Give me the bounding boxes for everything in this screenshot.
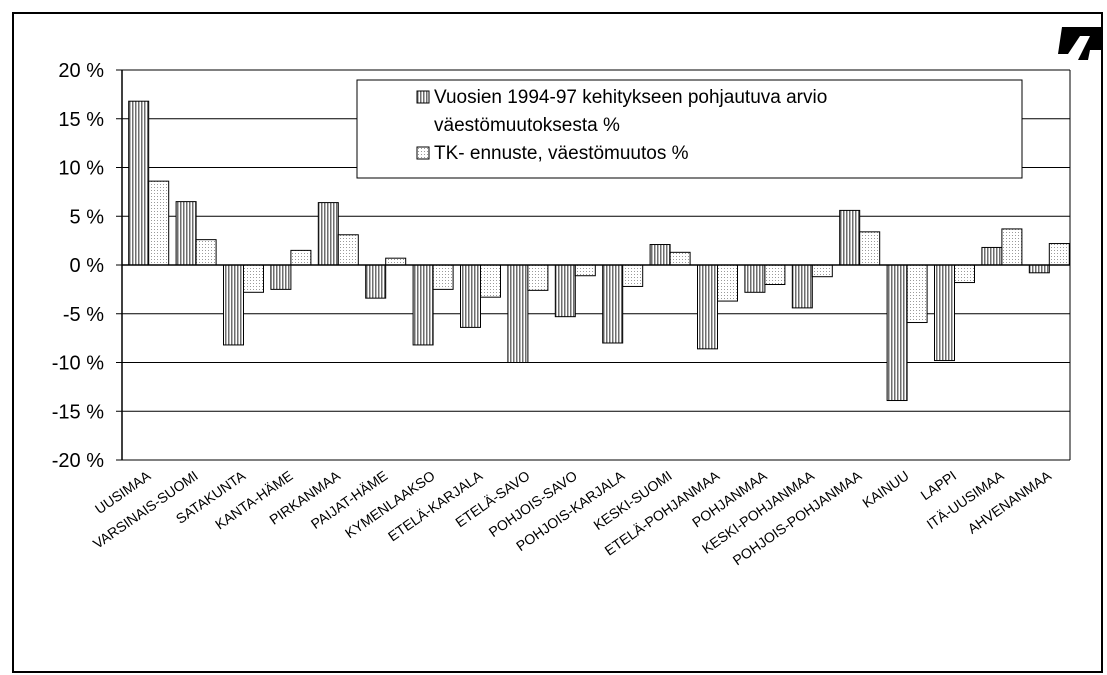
bar-series-1-19 <box>1028 264 1050 274</box>
y-tick-label: 0 % <box>70 255 105 277</box>
bar-series-2-18 <box>1001 228 1023 266</box>
axes <box>116 69 1071 461</box>
y-tick-label: -5 % <box>63 304 104 326</box>
bar-series-2-6 <box>432 264 454 290</box>
x-tick-label: KAINUU <box>859 467 912 510</box>
y-tick-labels: 20 % 15 % 10 % 5 % 0 % -5 % -10 % -15 % -20 % <box>52 60 104 472</box>
bar-series-1-15 <box>839 209 861 266</box>
bar-series-2-4 <box>337 234 359 266</box>
bar-series-2-16 <box>906 264 928 324</box>
logo-icon <box>1058 27 1103 60</box>
bar-series-2-15 <box>859 231 881 266</box>
bar-series-1-18 <box>981 246 1003 266</box>
legend-swatch-series-2 <box>416 146 430 160</box>
bar-series-2-17 <box>954 264 975 284</box>
y-tick-label: 5 % <box>70 206 105 228</box>
y-tick-label: -20 % <box>52 450 104 472</box>
bar-series-1-9 <box>554 264 576 318</box>
y-tick-label: -10 % <box>52 353 104 375</box>
y-tick-label: -15 % <box>52 401 104 423</box>
y-tick-label: 15 % <box>58 109 104 131</box>
bar-series-2-14 <box>811 264 833 278</box>
bar-series-1-7 <box>460 264 481 328</box>
bar-series-1-5 <box>365 264 387 299</box>
legend-label-series-2: TK- ennuste, väestömuutos % <box>434 143 689 164</box>
bar-series-2-7 <box>480 264 501 298</box>
bar-series-1-10 <box>602 264 624 344</box>
bar-series-1-6 <box>412 264 434 346</box>
y-tick-label: 10 % <box>58 158 104 180</box>
chart-frame <box>12 12 1103 673</box>
bar-series-2-9 <box>574 264 596 277</box>
legend-box <box>356 79 1023 179</box>
bar-series-1-13 <box>744 264 766 293</box>
bar-series-2-2 <box>243 264 264 293</box>
bar-series-2-10 <box>622 264 644 287</box>
legend-label-series-1-line-1: Vuosien 1994-97 kehitykseen pohjautuva a… <box>434 87 827 108</box>
legend-swatch-series-1 <box>416 90 430 104</box>
bar-series-2-1 <box>195 239 217 266</box>
x-tick-labels: UUSIMAAVARSINAIS-SUOMISATAKUNTAKANTA-HÄM… <box>90 467 1055 568</box>
bar-series-1-8 <box>507 264 529 363</box>
bar-series-2-11 <box>669 251 691 266</box>
bar-series-1-12 <box>697 264 718 350</box>
bar-series-2-5 <box>385 257 407 266</box>
bar-series-1-0 <box>128 100 150 266</box>
bar-series-1-14 <box>791 264 813 309</box>
bar-series-2-19 <box>1048 243 1070 266</box>
bars <box>128 100 1070 402</box>
bar-series-1-4 <box>317 202 339 266</box>
legend: Vuosien 1994-97 kehitykseen pohjautuva a… <box>356 79 1023 179</box>
bar-series-2-0 <box>148 180 170 266</box>
bar-series-1-16 <box>886 264 908 402</box>
x-tick-label: AHVENANMAA <box>965 467 1055 537</box>
bar-series-1-3 <box>270 264 292 290</box>
bar-series-1-17 <box>934 264 955 362</box>
bar-series-1-2 <box>223 264 244 346</box>
bar-series-2-8 <box>527 264 549 291</box>
bar-series-1-1 <box>175 201 197 266</box>
bar-series-2-12 <box>717 264 738 302</box>
y-tick-label: 20 % <box>58 60 104 82</box>
bar-series-2-13 <box>764 264 786 285</box>
bar-series-1-11 <box>649 244 671 266</box>
bar-series-2-3 <box>290 249 312 266</box>
legend-label-series-1-line-2: väestömuutoksesta % <box>434 115 620 136</box>
